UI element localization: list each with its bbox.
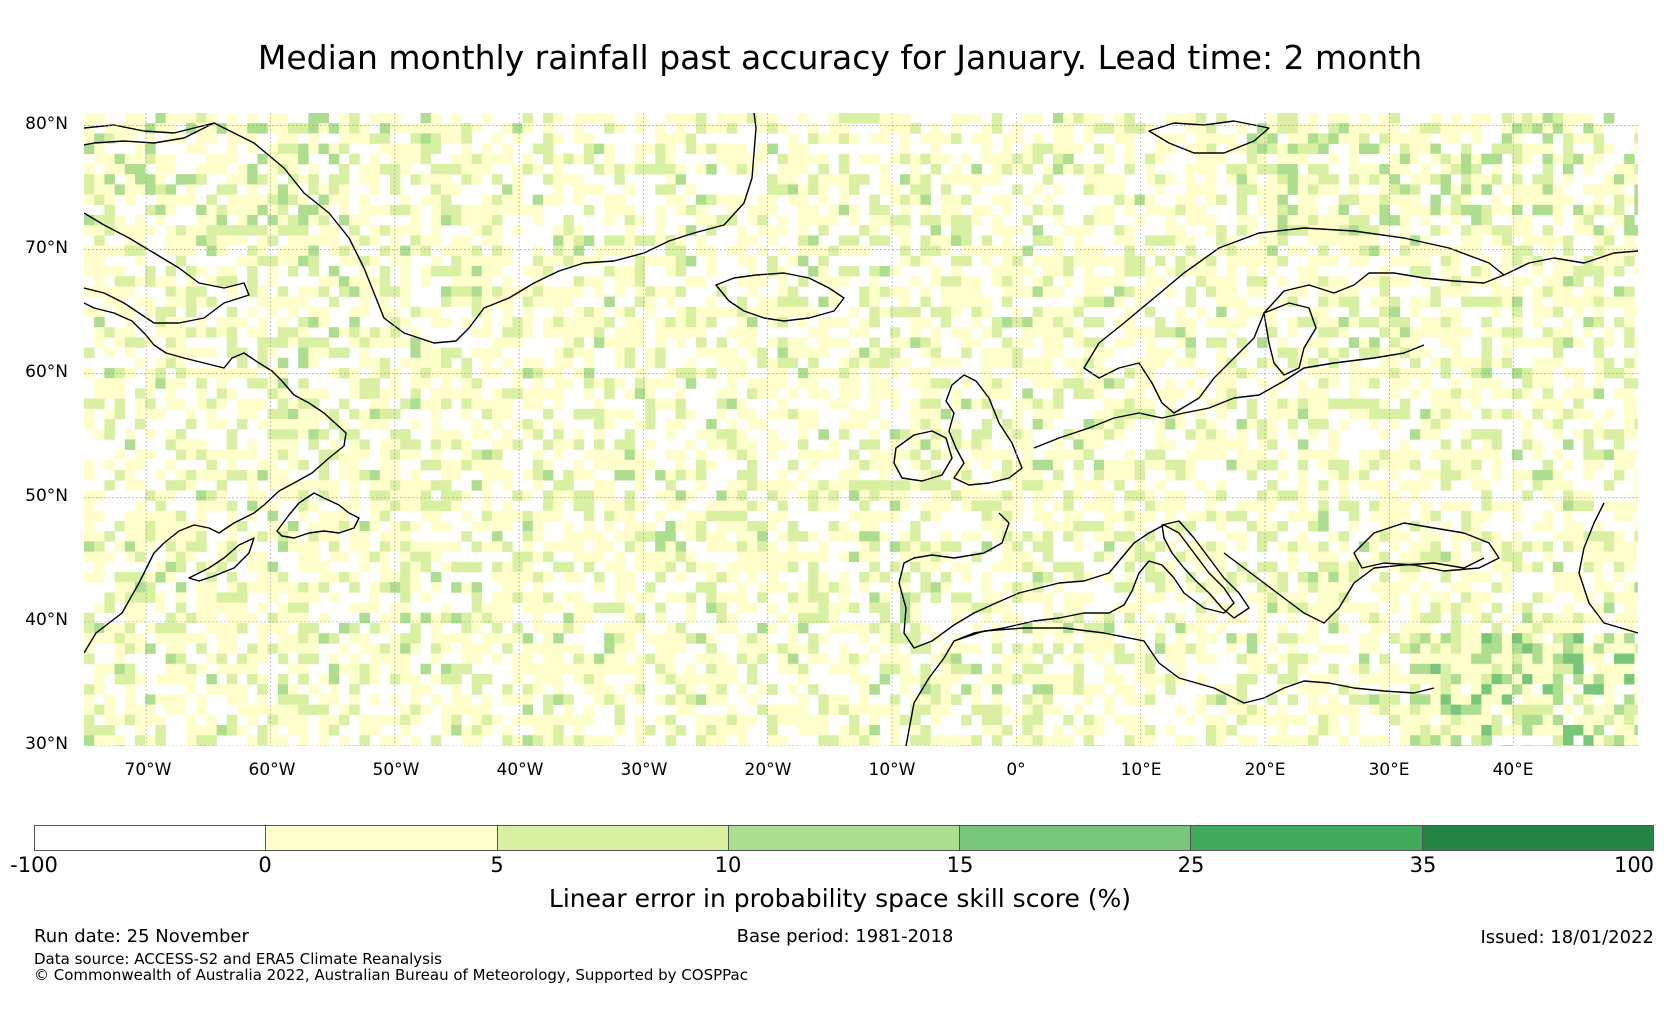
colorbar	[34, 825, 1654, 851]
coastline-gulf-bothnia	[1263, 302, 1317, 376]
colorbar-segment	[35, 826, 267, 850]
lon-label: 70°W	[124, 760, 172, 780]
coastline-black-sea	[1353, 522, 1500, 572]
coastline-newfoundland	[276, 492, 360, 539]
colorbar-segment	[960, 826, 1192, 850]
colorbar-tick: 35	[1409, 853, 1437, 877]
colorbar-tick: 10	[714, 853, 742, 877]
lat-label: 70°N	[25, 238, 68, 258]
issued-date: Issued: 18/01/2022	[1480, 927, 1654, 948]
coastline-ireland	[893, 430, 953, 482]
lat-label: 40°N	[25, 610, 68, 630]
map-canvas	[84, 113, 1638, 746]
colorbar-tick: 25	[1177, 853, 1205, 877]
lat-label: 50°N	[25, 486, 68, 506]
colorbar-label: Linear error in probability space skill …	[548, 884, 1132, 913]
lat-label: 80°N	[25, 114, 68, 134]
lon-label: 20°E	[1244, 760, 1286, 780]
coastline-balkans	[1223, 552, 1485, 624]
copyright: © Commonwealth of Australia 2022, Austra…	[34, 966, 748, 984]
lon-label: 40°W	[496, 760, 544, 780]
data-source: Data source: ACCESS-S2 and ERA5 Climate …	[34, 950, 442, 968]
skill-score-map[interactable]	[84, 113, 1638, 746]
coastline-east	[1578, 502, 1638, 634]
lon-label: 50°W	[372, 760, 420, 780]
coastline-north-america	[84, 302, 347, 654]
coastline-france-iberia	[898, 512, 1235, 746]
coastline-white-sea	[1503, 250, 1638, 276]
coastline-baffin	[84, 212, 250, 324]
lon-label: 10°W	[868, 760, 916, 780]
colorbar-tick: 0	[258, 853, 272, 877]
coastline-great-britain	[945, 374, 1023, 486]
lon-label: 0°	[1006, 760, 1026, 780]
lon-label: 40°E	[1492, 760, 1534, 780]
colorbar-tick: -100	[10, 853, 58, 877]
colorbar-tick: 5	[490, 853, 504, 877]
graticule	[84, 113, 1638, 746]
lon-label: 10°E	[1120, 760, 1162, 780]
lon-label: 30°E	[1368, 760, 1410, 780]
map-title: Median monthly rainfall past accuracy fo…	[257, 38, 1423, 77]
lat-label: 30°N	[25, 734, 68, 754]
colorbar-segment	[728, 826, 961, 850]
coastline-greenland	[213, 113, 757, 344]
lon-label: 60°W	[248, 760, 296, 780]
coastline-italy	[1161, 520, 1250, 619]
colorbar-tick: 15	[946, 853, 974, 877]
colorbar-segment	[1422, 826, 1653, 850]
colorbar-tick: 100	[1613, 853, 1655, 877]
colorbar-segment	[497, 826, 729, 850]
coastlines	[84, 113, 1638, 746]
base-period: Base period: 1981-2018	[736, 926, 954, 947]
coastline-nova-scotia	[188, 537, 255, 582]
coastline-iceland	[715, 272, 845, 322]
coastline-north-africa	[953, 627, 1435, 704]
coastline-scandinavia	[1083, 227, 1505, 414]
coastline-europe	[1033, 344, 1425, 449]
coastline-svalbard	[1148, 120, 1270, 154]
run-date: Run date: 25 November	[34, 926, 249, 947]
lon-label: 20°W	[744, 760, 792, 780]
skill-grid-cells	[84, 113, 1638, 746]
colorbar-segment	[1191, 826, 1423, 850]
lat-label: 60°N	[25, 362, 68, 382]
colorbar-segment	[266, 826, 498, 850]
lon-label: 30°W	[620, 760, 668, 780]
